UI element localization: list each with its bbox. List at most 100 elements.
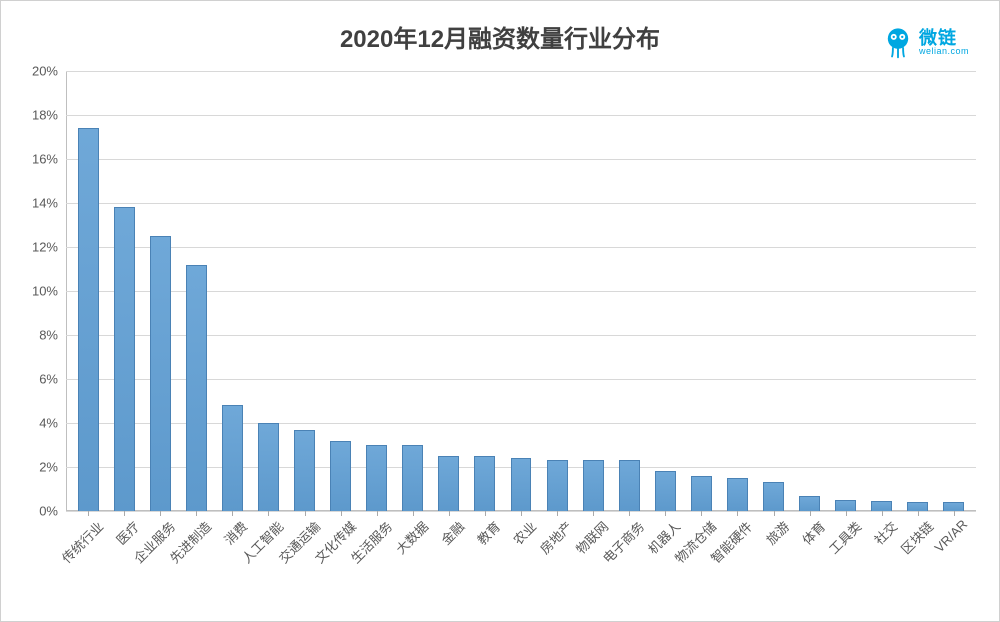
x-tick [88, 511, 89, 516]
bar-slot: 生活服务 [359, 71, 395, 511]
x-axis-label: 旅游 [761, 517, 793, 549]
bar [150, 236, 171, 511]
bar-slot: 金融 [431, 71, 467, 511]
bar [258, 423, 279, 511]
bar [943, 502, 964, 511]
y-axis-label: 20% [32, 64, 66, 79]
bar-slot: 工具类 [828, 71, 864, 511]
y-axis-label: 2% [39, 460, 66, 475]
bar [294, 430, 315, 511]
bar-slot: VR/AR [936, 71, 972, 511]
x-axis-label: 区块链 [896, 517, 937, 558]
y-axis-label: 6% [39, 372, 66, 387]
bar [114, 207, 135, 511]
bar [907, 502, 928, 511]
x-tick [449, 511, 450, 516]
x-tick [485, 511, 486, 516]
y-axis-label: 16% [32, 152, 66, 167]
bar [655, 471, 676, 511]
x-tick [160, 511, 161, 516]
bar [619, 460, 640, 511]
bar [511, 458, 532, 511]
bars-group: 传统行业医疗企业服务先进制造消费人工智能交通运输文化传媒生活服务大数据金融教育农… [66, 71, 976, 511]
x-tick [918, 511, 919, 516]
x-axis-label: 传统行业 [57, 517, 107, 567]
x-tick [413, 511, 414, 516]
bar-slot: 区块链 [900, 71, 936, 511]
y-axis-label: 14% [32, 196, 66, 211]
x-tick [593, 511, 594, 516]
x-tick [521, 511, 522, 516]
x-tick [196, 511, 197, 516]
bar-slot: 消费 [214, 71, 250, 511]
x-tick [701, 511, 702, 516]
bar [474, 456, 495, 511]
bar [763, 482, 784, 511]
bar-slot: 传统行业 [70, 71, 106, 511]
y-axis-label: 10% [32, 284, 66, 299]
bar-slot: 农业 [503, 71, 539, 511]
x-axis-label: 工具类 [824, 517, 865, 558]
x-tick [268, 511, 269, 516]
bar [871, 501, 892, 511]
bar-slot: 人工智能 [250, 71, 286, 511]
bar-slot: 文化传媒 [323, 71, 359, 511]
x-axis-label: 教育 [472, 517, 504, 549]
bar [727, 478, 748, 511]
bar-slot: 大数据 [395, 71, 431, 511]
bar-slot: 电子商务 [611, 71, 647, 511]
bar-slot: 交通运输 [286, 71, 322, 511]
x-tick [846, 511, 847, 516]
x-tick [810, 511, 811, 516]
bar-slot: 房地产 [539, 71, 575, 511]
brand-logo: 微链 welian.com [881, 25, 969, 59]
x-tick [665, 511, 666, 516]
brand-name-cn: 微链 [919, 29, 969, 47]
x-axis-label: VR/AR [931, 517, 970, 556]
bar-slot: 智能硬件 [719, 71, 755, 511]
x-tick [305, 511, 306, 516]
weilian-logo-icon [881, 25, 915, 59]
brand-name-en: welian.com [919, 47, 969, 56]
bar [691, 476, 712, 511]
plot-area: 0%2%4%6%8%10%12%14%16%18%20% 传统行业医疗企业服务先… [66, 71, 976, 511]
y-axis-label: 12% [32, 240, 66, 255]
x-tick [737, 511, 738, 516]
y-axis-label: 8% [39, 328, 66, 343]
bar [438, 456, 459, 511]
brand-logo-text: 微链 welian.com [919, 29, 969, 56]
bar [222, 405, 243, 511]
bar [78, 128, 99, 511]
bar [366, 445, 387, 511]
y-axis-label: 4% [39, 416, 66, 431]
x-axis-label: 房地产 [535, 517, 576, 558]
x-tick [232, 511, 233, 516]
chart-container: 2020年12月融资数量行业分布 微链 welian.com 0%2%4%6%8… [0, 0, 1000, 622]
y-axis-label: 18% [32, 108, 66, 123]
x-tick [882, 511, 883, 516]
x-axis-label: 金融 [436, 517, 468, 549]
bar [402, 445, 423, 511]
x-axis-label: 大数据 [391, 517, 432, 558]
bar-slot: 先进制造 [178, 71, 214, 511]
bar [835, 500, 856, 511]
x-tick [557, 511, 558, 516]
bar-slot: 物流仓储 [683, 71, 719, 511]
bar [330, 441, 351, 511]
x-tick [774, 511, 775, 516]
bar [547, 460, 568, 511]
bar-slot: 教育 [467, 71, 503, 511]
bar [583, 460, 604, 511]
x-tick [629, 511, 630, 516]
x-tick [954, 511, 955, 516]
bar-slot: 旅游 [755, 71, 791, 511]
bar [186, 265, 207, 511]
x-tick [341, 511, 342, 516]
bar-slot: 体育 [792, 71, 828, 511]
x-tick [124, 511, 125, 516]
bar-slot: 企业服务 [142, 71, 178, 511]
bar-slot: 医疗 [106, 71, 142, 511]
chart-title: 2020年12月融资数量行业分布 [1, 19, 999, 54]
bar-slot: 物联网 [575, 71, 611, 511]
bar-slot: 社交 [864, 71, 900, 511]
